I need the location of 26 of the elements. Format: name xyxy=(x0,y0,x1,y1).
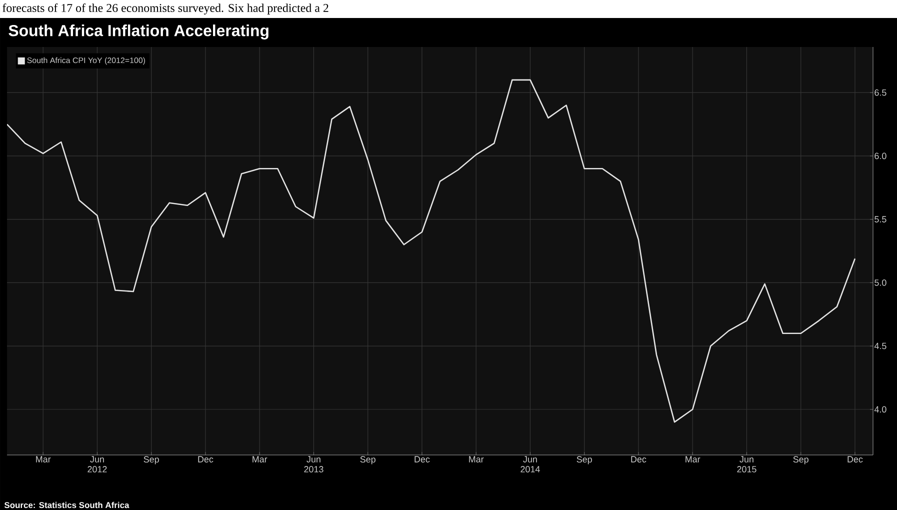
x-tick-label: Dec xyxy=(848,456,863,462)
y-tick-label: 4.5 xyxy=(874,342,886,350)
y-tick-label: 6.0 xyxy=(874,152,886,160)
text: forecasts of 17 of the 26 economists surveyed. Six had predicted a 2 xyxy=(2,3,328,14)
x-tick-label: Sep xyxy=(144,456,159,464)
chart-title: South Africa Inflation Accelerating xyxy=(8,24,268,40)
source-note: Source: Statistics South Africa xyxy=(4,502,130,508)
y-tick-label: 5.5 xyxy=(874,216,886,222)
x-tick-label: Sep xyxy=(793,456,808,464)
y-tick-label: 4.0 xyxy=(874,406,886,413)
x-tick-label: Mar xyxy=(686,456,700,462)
y-tick-label: 5.0 xyxy=(874,279,886,286)
x-tick-label: Sep xyxy=(360,456,376,464)
x-tick-label: Jun 2015 xyxy=(737,456,756,472)
x-tick-label: Mar xyxy=(36,456,51,462)
x-tick-label: Mar xyxy=(252,456,268,462)
x-tick-label: Jun 2013 xyxy=(304,456,324,472)
x-tick-label: Dec xyxy=(414,456,430,462)
x-tick-label: Jun 2012 xyxy=(88,456,107,472)
x-tick-label: Dec xyxy=(631,456,646,462)
line-series xyxy=(7,79,856,423)
y-tick-label: 6.5 xyxy=(874,89,886,96)
x-tick-label: Dec xyxy=(198,456,214,462)
x-tick-label: Sep xyxy=(576,456,592,464)
x-tick-label: Mar xyxy=(469,456,484,462)
x-tick-label: Jun 2014 xyxy=(520,456,540,472)
